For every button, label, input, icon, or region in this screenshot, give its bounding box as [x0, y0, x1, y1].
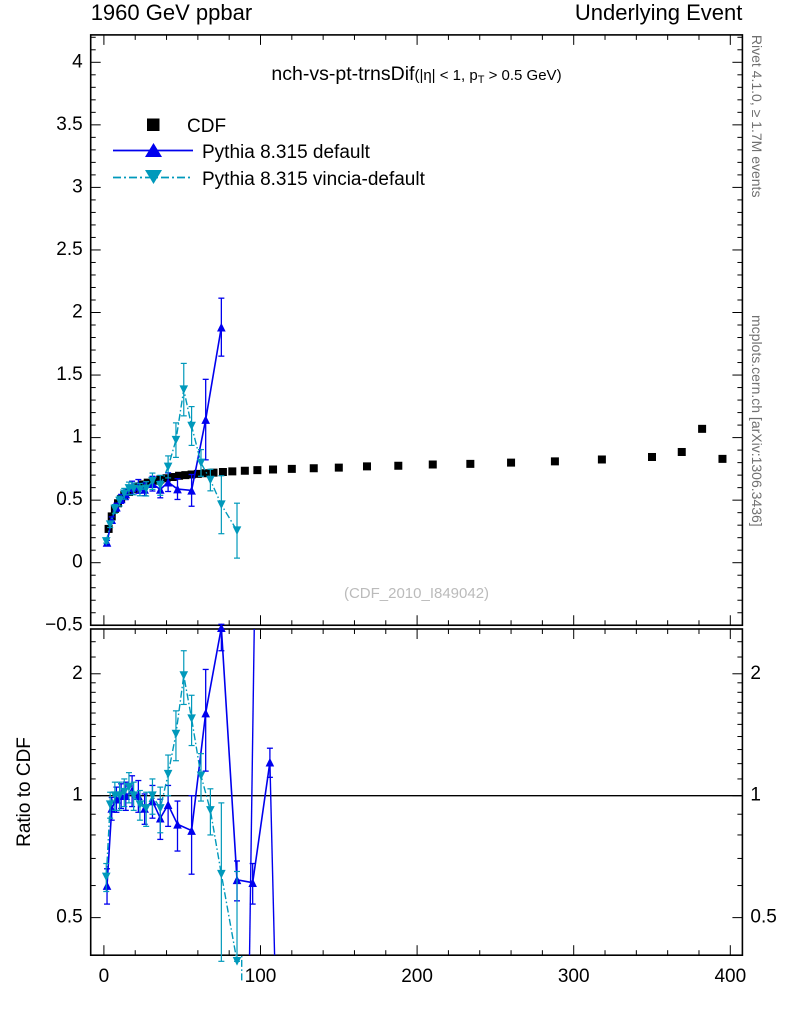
- svg-text:Rivet 4.1.0, ≥ 1.7M events: Rivet 4.1.0, ≥ 1.7M events: [749, 35, 765, 198]
- svg-text:1: 1: [72, 427, 83, 448]
- svg-text:400: 400: [714, 966, 746, 987]
- svg-text:1: 1: [72, 785, 83, 806]
- svg-text:0.5: 0.5: [56, 489, 82, 510]
- svg-text:4: 4: [72, 51, 83, 72]
- svg-text:0: 0: [72, 552, 83, 573]
- svg-text:1960 GeV ppbar: 1960 GeV ppbar: [91, 0, 252, 25]
- svg-text:2: 2: [750, 663, 761, 684]
- svg-text:3.5: 3.5: [56, 114, 82, 135]
- svg-text:2.5: 2.5: [56, 239, 82, 260]
- svg-text:mcplots.cern.ch [arXiv:1306.34: mcplots.cern.ch [arXiv:1306.3436]: [749, 315, 765, 527]
- svg-text:Underlying Event: Underlying Event: [575, 0, 743, 25]
- svg-text:0: 0: [99, 966, 110, 987]
- svg-text:(CDF_2010_I849042): (CDF_2010_I849042): [344, 585, 489, 602]
- svg-text:2: 2: [72, 663, 83, 684]
- svg-text:1: 1: [750, 785, 761, 806]
- svg-text:−0.5: −0.5: [45, 614, 83, 635]
- svg-text:nch-vs-pt-trnsDif(|η| < 1, pT: nch-vs-pt-trnsDif(|η| < 1, pT > 0.5 GeV): [271, 63, 561, 86]
- svg-text:Ratio to CDF: Ratio to CDF: [14, 737, 35, 847]
- svg-text:0.5: 0.5: [56, 907, 82, 928]
- svg-text:200: 200: [401, 966, 433, 987]
- svg-text:0.5: 0.5: [750, 907, 776, 928]
- svg-text:Pythia 8.315 vincia-default: Pythia 8.315 vincia-default: [202, 169, 426, 190]
- svg-text:Pythia 8.315 default: Pythia 8.315 default: [202, 142, 371, 163]
- svg-text:300: 300: [558, 966, 590, 987]
- svg-text:1.5: 1.5: [56, 364, 82, 385]
- svg-text:3: 3: [72, 176, 83, 197]
- svg-text:CDF: CDF: [187, 116, 226, 137]
- svg-text:100: 100: [245, 966, 277, 987]
- svg-text:2: 2: [72, 302, 83, 323]
